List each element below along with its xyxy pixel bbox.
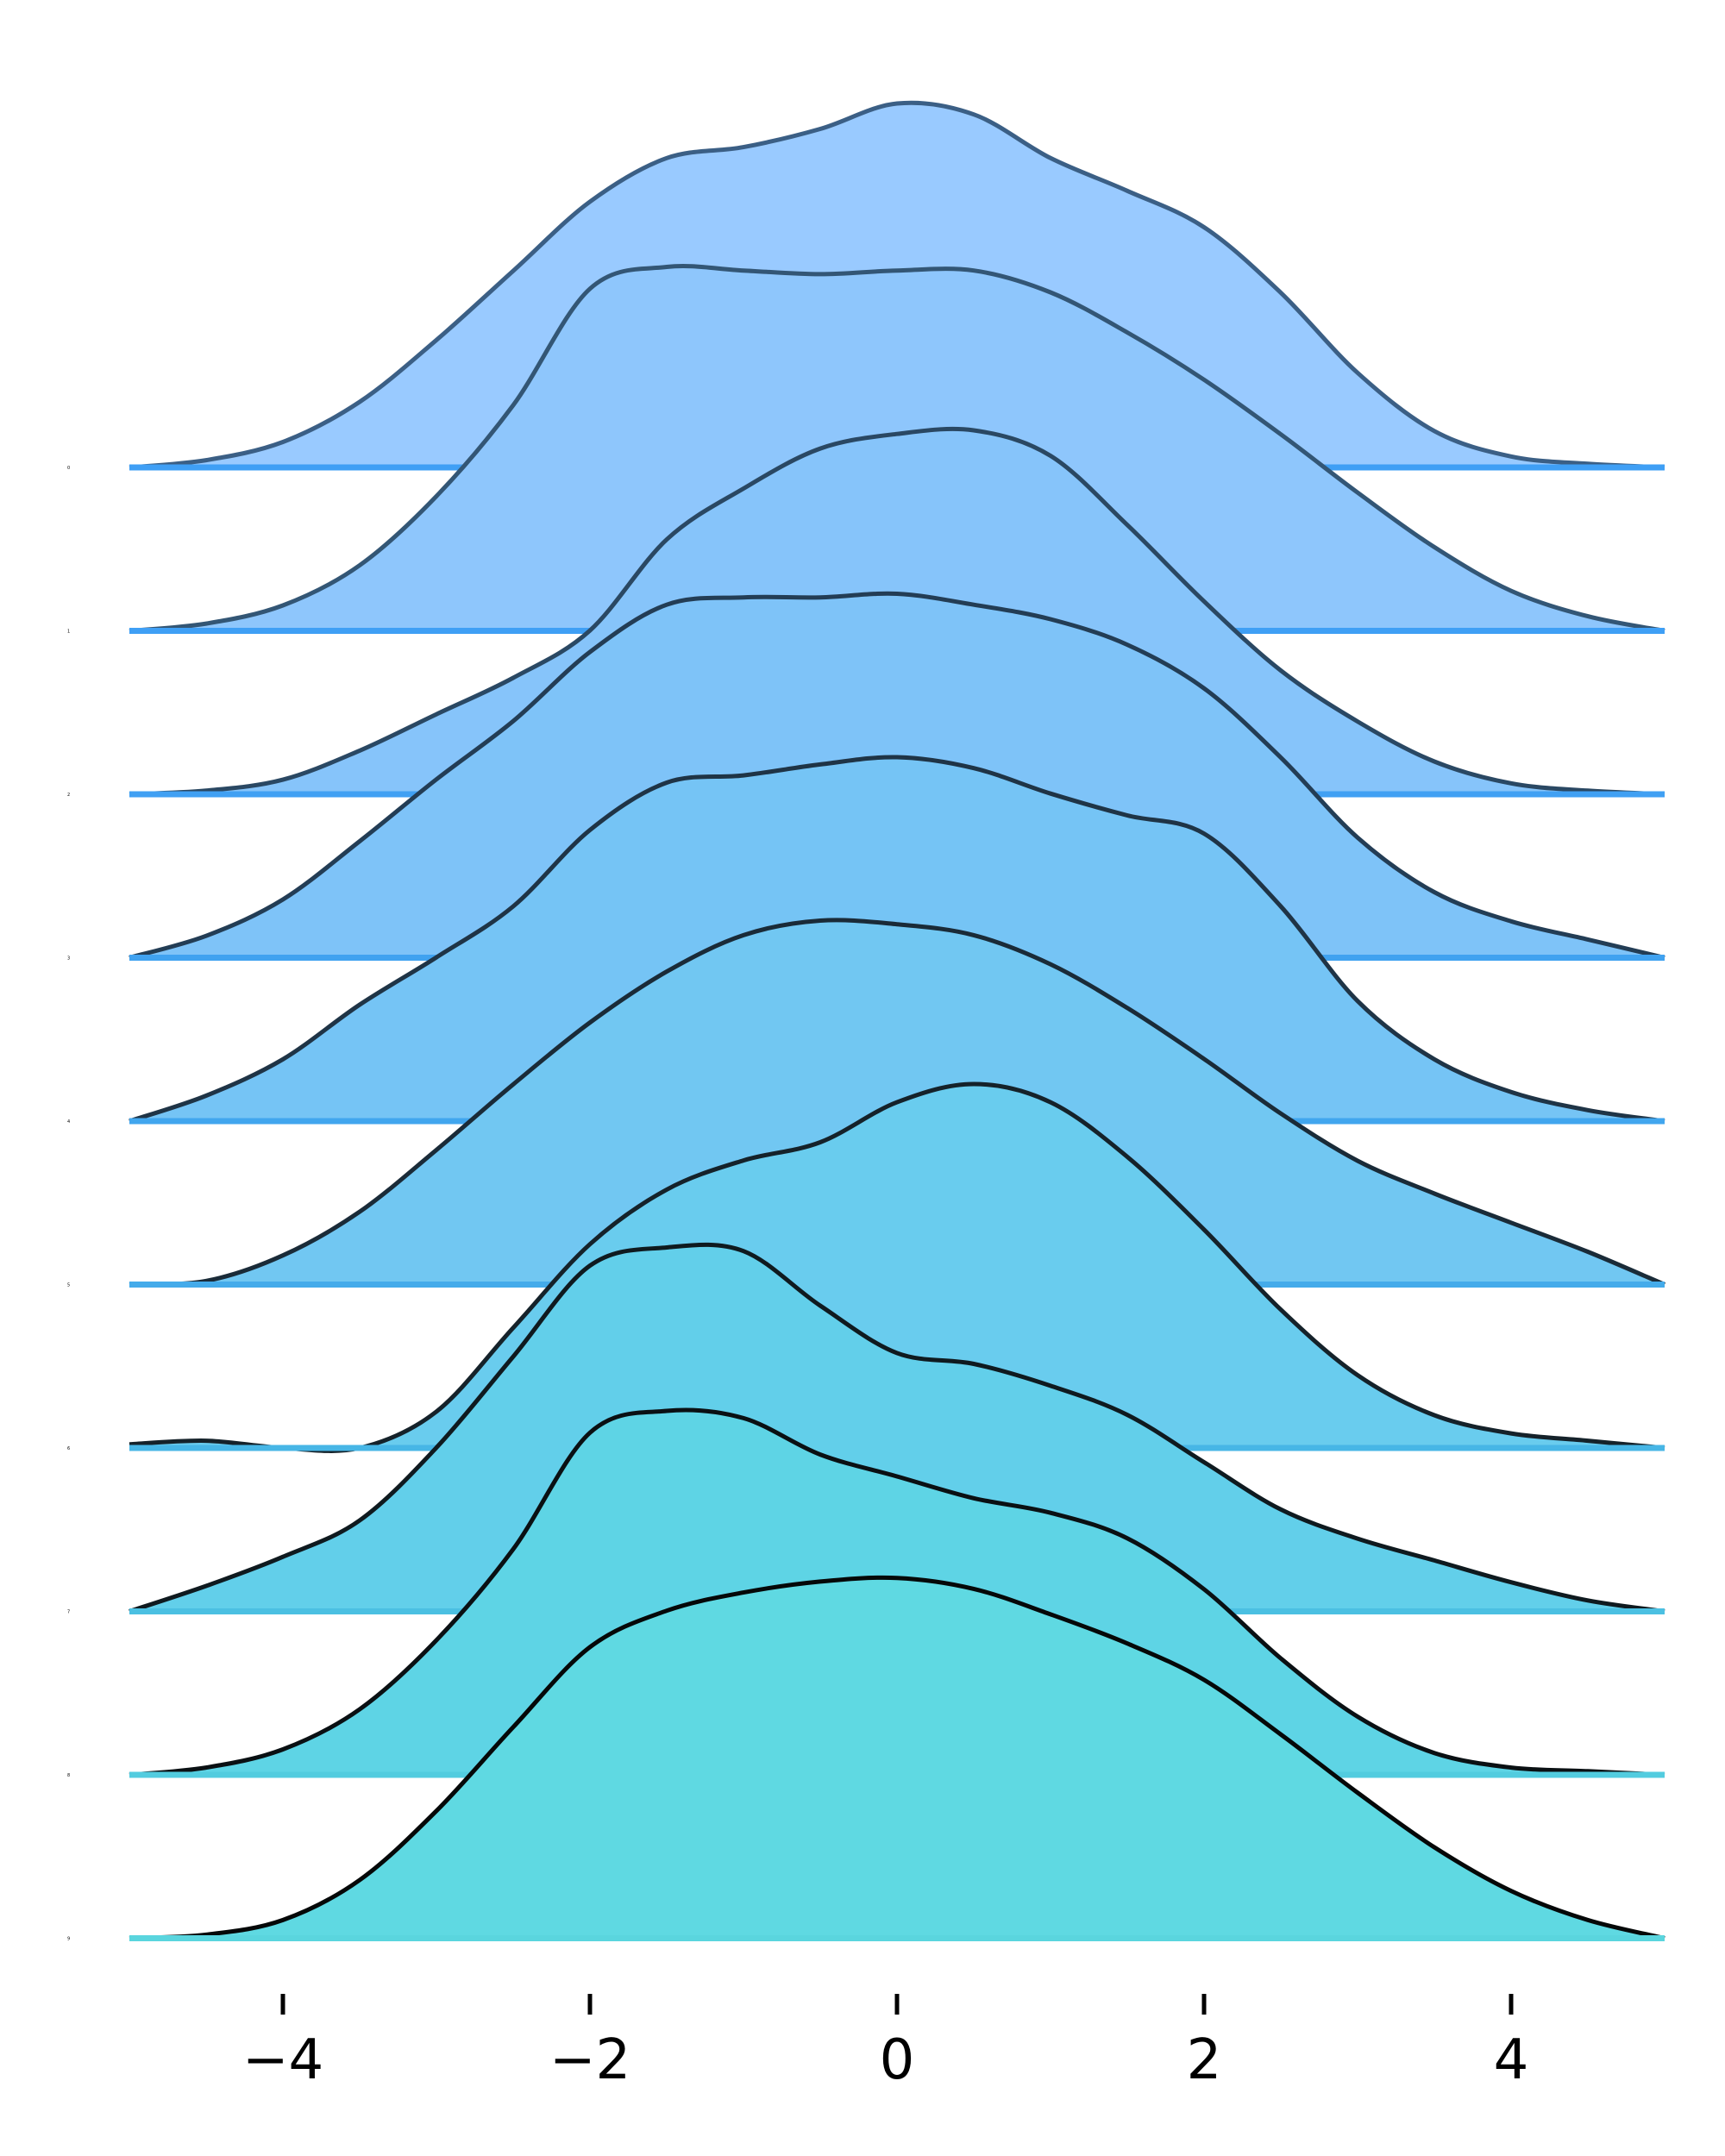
row-label-8: 8 (67, 1773, 70, 1778)
row-label-0: 0 (67, 466, 70, 471)
ridge-9: 9 (67, 1575, 1665, 1942)
row-label-4: 4 (67, 1119, 70, 1125)
row-label-3: 3 (67, 956, 70, 962)
row-label-5: 5 (67, 1283, 70, 1288)
ridge-line-5 (129, 918, 1665, 1287)
ridge-area-7 (129, 1244, 1665, 1612)
ridge-line-4 (129, 755, 1665, 1124)
ridge-area-9 (129, 1577, 1665, 1939)
ridge-line-8 (129, 1407, 1665, 1777)
ridge-line-1 (129, 263, 1665, 633)
ridge-line-7 (129, 1242, 1665, 1614)
ridge-line-9 (129, 1575, 1665, 1940)
x-tick-label-1: −2 (549, 2028, 630, 2092)
ridges-layer: 0 1 2 3 4 5 6 7 8 9 (67, 100, 1665, 1942)
ridge-line-3 (129, 591, 1665, 960)
ridge-line-2 (129, 426, 1665, 797)
row-label-2: 2 (67, 793, 70, 798)
x-axis: −4 −2 0 2 4 (242, 1994, 1529, 2092)
x-tick-label-3: 2 (1187, 2028, 1222, 2092)
x-tick-label-0: −4 (242, 2028, 323, 2092)
x-tick-label-2: 0 (880, 2028, 915, 2092)
ridge-line-0 (129, 100, 1665, 470)
row-label-7: 7 (67, 1610, 70, 1615)
ridge-line-6 (129, 1081, 1665, 1453)
row-label-1: 1 (67, 630, 70, 635)
x-tick-label-4: 4 (1494, 2028, 1529, 2092)
row-label-9: 9 (67, 1937, 70, 1942)
row-label-6: 6 (67, 1446, 70, 1451)
